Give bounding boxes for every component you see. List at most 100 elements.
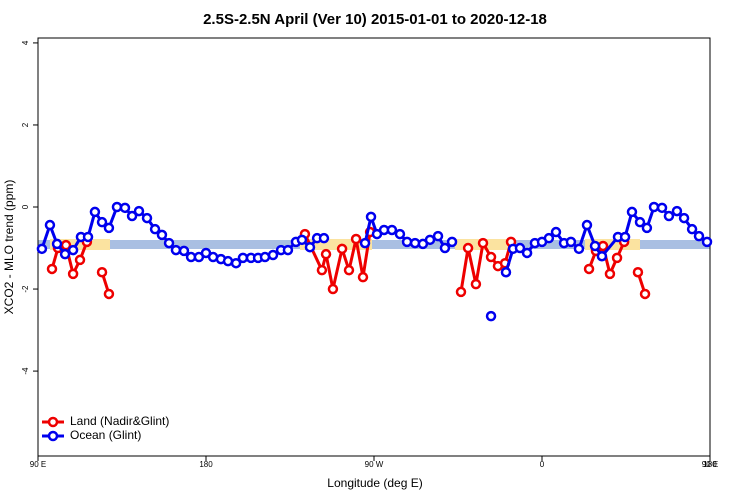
x-tick-label: 90 E — [30, 460, 46, 469]
point — [573, 243, 585, 255]
point — [514, 242, 526, 254]
point — [44, 219, 56, 231]
point — [111, 201, 123, 213]
legend-label: Land (Nadir&Glint) — [70, 414, 169, 428]
point — [170, 244, 182, 256]
point — [359, 237, 371, 249]
point — [149, 223, 161, 235]
point — [639, 288, 651, 300]
point — [543, 232, 555, 244]
point — [103, 288, 115, 300]
point — [485, 251, 497, 263]
y-tick-label: 2 — [21, 122, 30, 127]
reference-band — [38, 240, 710, 249]
point — [141, 212, 153, 224]
point — [477, 237, 489, 249]
point — [119, 202, 131, 214]
point — [350, 233, 362, 245]
legend-marker — [47, 430, 59, 442]
point — [357, 271, 369, 283]
y-axis-label: XCO2 - MLO trend (ppm) — [2, 180, 16, 315]
legend-marker — [47, 416, 59, 428]
x-tick-label: 180 — [199, 460, 213, 469]
point — [446, 236, 458, 248]
point — [46, 263, 58, 275]
point — [59, 248, 71, 260]
point — [589, 240, 601, 252]
point — [82, 231, 94, 243]
point — [36, 243, 48, 255]
point — [581, 219, 593, 231]
point — [470, 278, 482, 290]
point — [343, 264, 355, 276]
point — [701, 236, 713, 248]
point — [126, 210, 138, 222]
point — [67, 244, 79, 256]
point — [485, 310, 497, 322]
y-tick-label: 4 — [21, 40, 30, 45]
point — [401, 236, 413, 248]
point — [365, 211, 377, 223]
point — [316, 264, 328, 276]
point — [641, 222, 653, 234]
point — [455, 286, 467, 298]
point — [439, 242, 451, 254]
point — [222, 255, 234, 267]
y-tick-label: -4 — [21, 367, 30, 375]
point — [386, 224, 398, 236]
x-tick-label: 90 E — [702, 460, 718, 469]
point — [296, 234, 308, 246]
point — [619, 231, 631, 243]
point — [500, 266, 512, 278]
point — [424, 234, 436, 246]
point — [632, 266, 644, 278]
point — [648, 201, 660, 213]
point — [678, 212, 690, 224]
point — [611, 252, 623, 264]
point — [156, 229, 168, 241]
point — [663, 210, 675, 222]
point — [318, 232, 330, 244]
y-tick-label: 0 — [21, 204, 30, 209]
x-tick-label: 90 W — [365, 460, 384, 469]
point — [604, 268, 616, 280]
chart-title: 2.5S-2.5N April (Ver 10) 2015-01-01 to 2… — [203, 11, 547, 28]
point — [565, 236, 577, 248]
point — [320, 248, 332, 260]
point — [67, 268, 79, 280]
point — [178, 245, 190, 257]
legend-label: Ocean (Glint) — [70, 428, 141, 442]
point — [304, 241, 316, 253]
y-tick-label: -2 — [21, 285, 30, 293]
point — [89, 206, 101, 218]
point — [51, 238, 63, 250]
point — [282, 244, 294, 256]
point — [462, 242, 474, 254]
x-axis-label: Longitude (deg E) — [327, 476, 422, 490]
point — [133, 205, 145, 217]
point — [671, 205, 683, 217]
point — [596, 250, 608, 262]
x-tick-label: 0 — [540, 460, 545, 469]
point — [626, 206, 638, 218]
point — [96, 266, 108, 278]
point — [550, 226, 562, 238]
point — [656, 202, 668, 214]
point — [74, 254, 86, 266]
point — [521, 247, 533, 259]
point — [336, 243, 348, 255]
point — [583, 263, 595, 275]
land-band — [50, 239, 110, 250]
point — [394, 228, 406, 240]
point — [267, 249, 279, 261]
point — [163, 237, 175, 249]
point — [230, 257, 242, 269]
point — [634, 216, 646, 228]
point — [693, 230, 705, 242]
point — [103, 222, 115, 234]
point — [259, 251, 271, 263]
point — [432, 230, 444, 242]
point — [327, 283, 339, 295]
point — [96, 216, 108, 228]
